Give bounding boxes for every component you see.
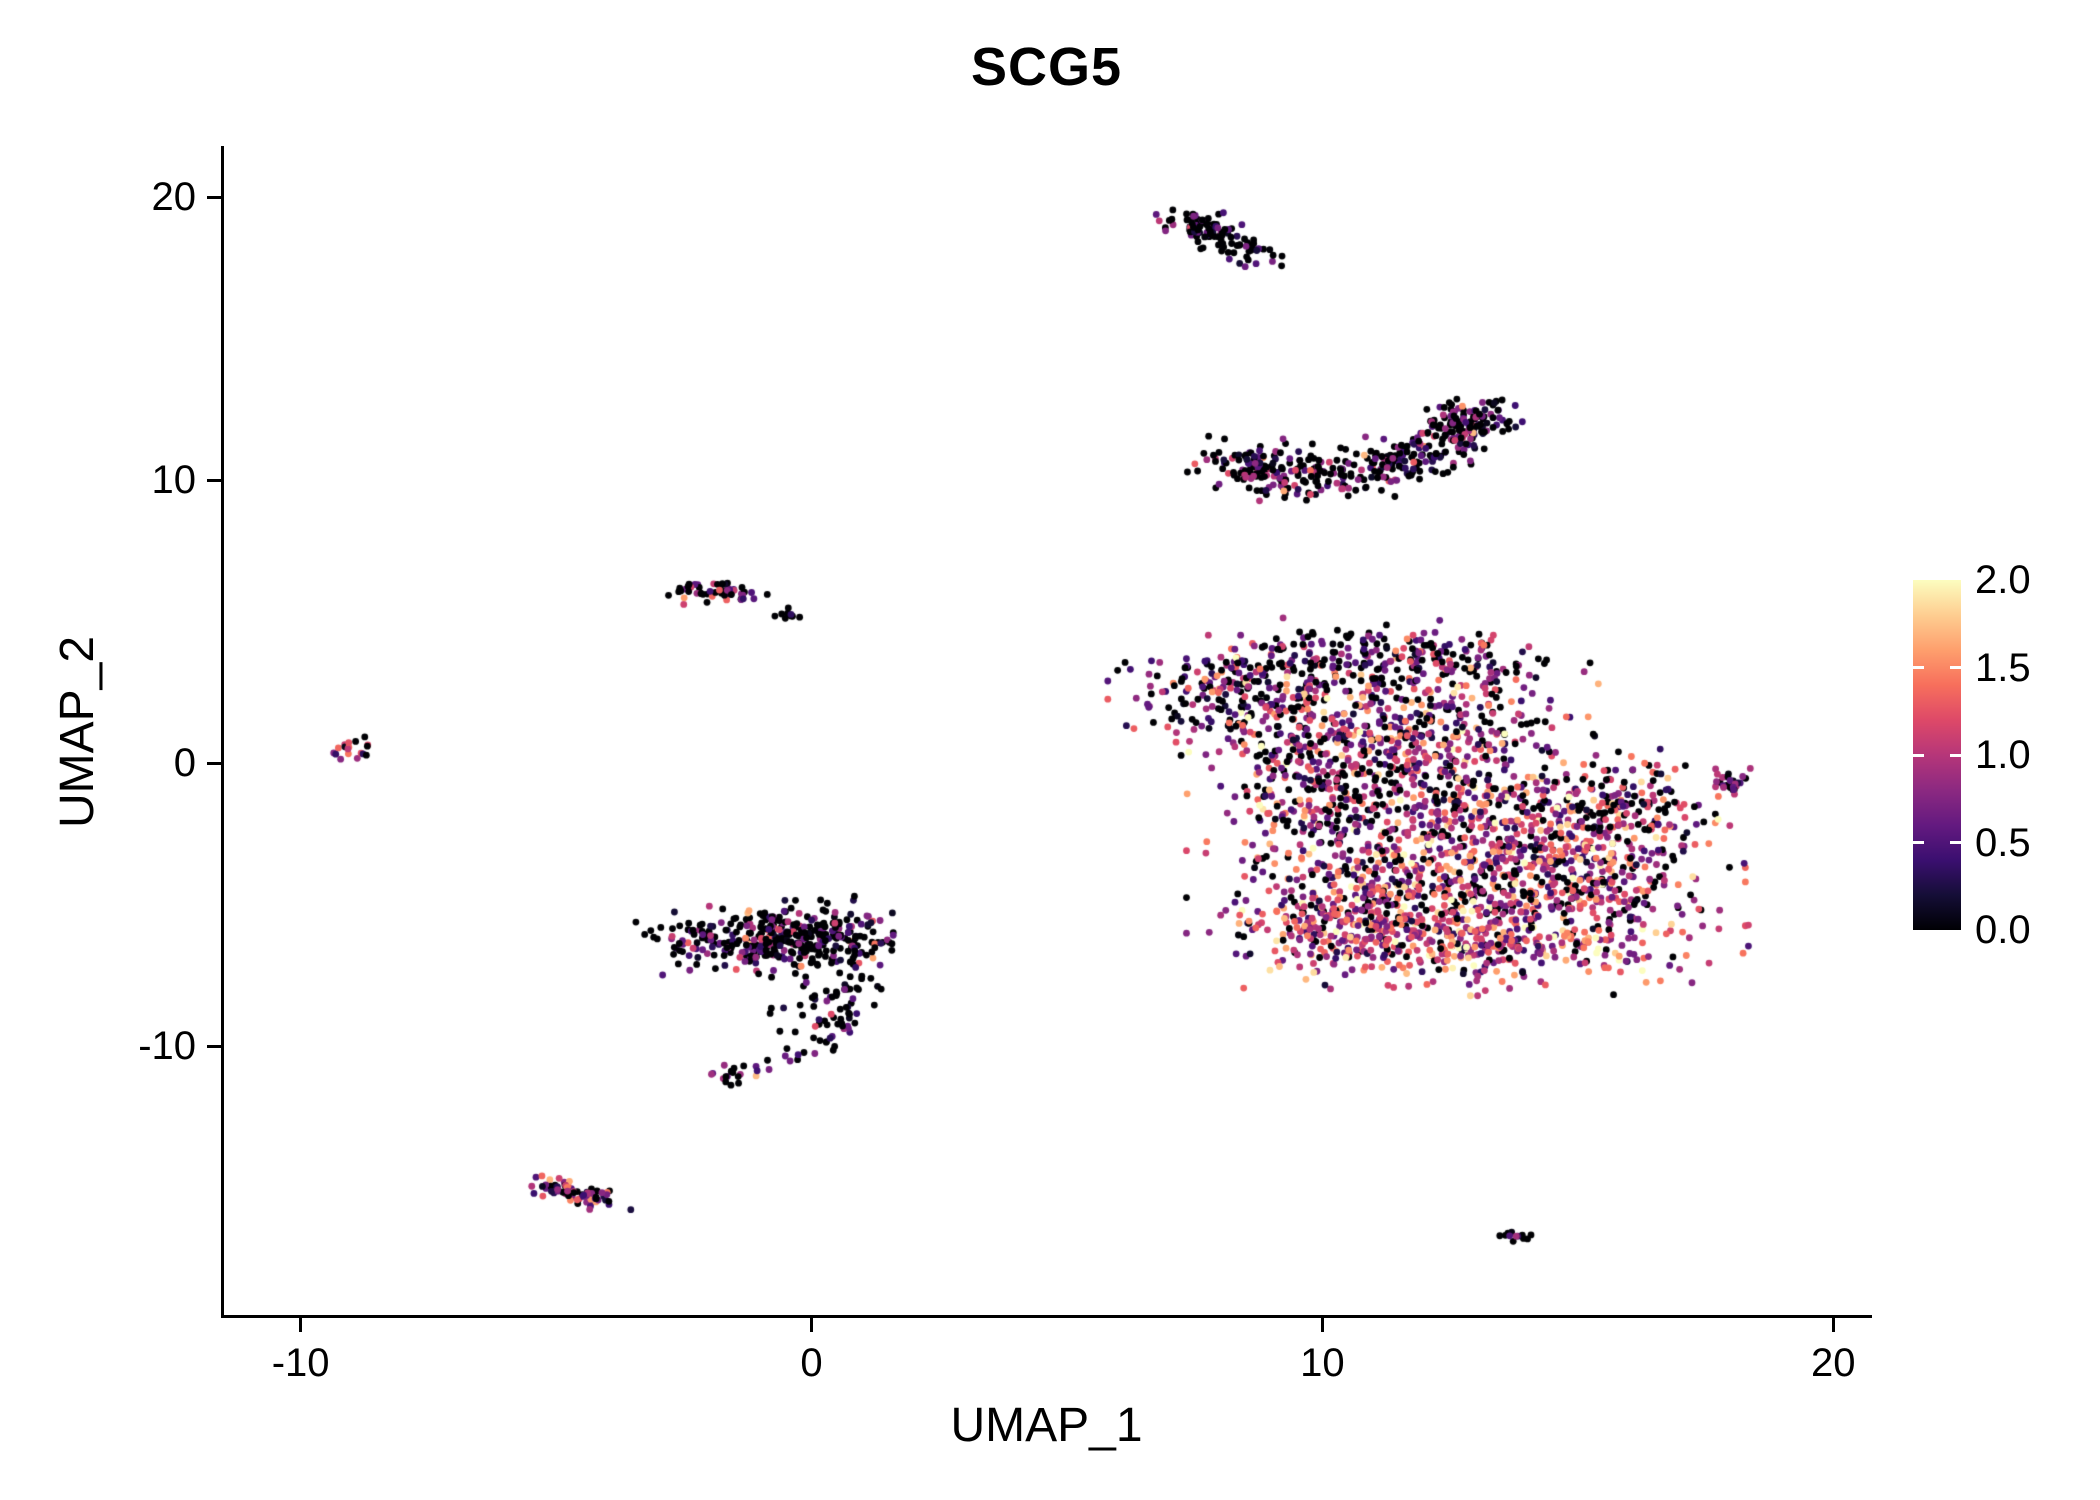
colorbar-tick-mark	[1950, 753, 1961, 757]
plot-panel	[224, 149, 1869, 1315]
y-tick-label: 0	[173, 741, 196, 786]
colorbar-tick-mark	[1950, 666, 1961, 669]
x-axis-label: UMAP_1	[950, 1399, 1143, 1452]
x-axis-line	[221, 1315, 1872, 1318]
x-tick-mark	[1831, 1318, 1835, 1332]
x-tick-label: -10	[271, 1341, 330, 1385]
x-tick-mark	[1320, 1318, 1324, 1332]
x-tick-mark	[810, 1318, 813, 1332]
y-tick-mark	[207, 761, 221, 765]
legend-tick-label: 2.0	[1975, 558, 2031, 602]
colorbar-tick-mark	[1913, 841, 1924, 844]
y-tick-mark	[207, 195, 221, 199]
x-tick-label: 10	[1300, 1341, 1345, 1385]
colorbar-gradient	[1913, 580, 1961, 930]
legend-tick-label: 0.5	[1975, 820, 2031, 865]
y-axis-label: UMAP_2	[51, 635, 104, 829]
y-tick-mark	[207, 1044, 221, 1048]
y-tick-label: -10	[138, 1024, 196, 1069]
y-tick-mark	[207, 478, 221, 482]
x-tick-label: 0	[800, 1341, 823, 1385]
y-tick-label: 10	[151, 458, 197, 503]
legend-tick-label: 0.0	[1975, 908, 2031, 952]
legend-tick-label: 1.0	[1975, 733, 2031, 777]
y-axis-line	[221, 146, 224, 1318]
y-tick-label: 20	[151, 175, 197, 220]
colorbar-tick-mark	[1950, 841, 1961, 844]
scatter-canvas	[224, 149, 1869, 1315]
plot-title: SCG5	[970, 37, 1123, 97]
legend-tick-label: 1.5	[1975, 645, 2031, 690]
x-tick-label: 20	[1810, 1341, 1856, 1385]
colorbar-tick-mark	[1913, 666, 1924, 669]
colorbar-tick-mark	[1913, 753, 1924, 757]
x-tick-mark	[299, 1318, 303, 1332]
